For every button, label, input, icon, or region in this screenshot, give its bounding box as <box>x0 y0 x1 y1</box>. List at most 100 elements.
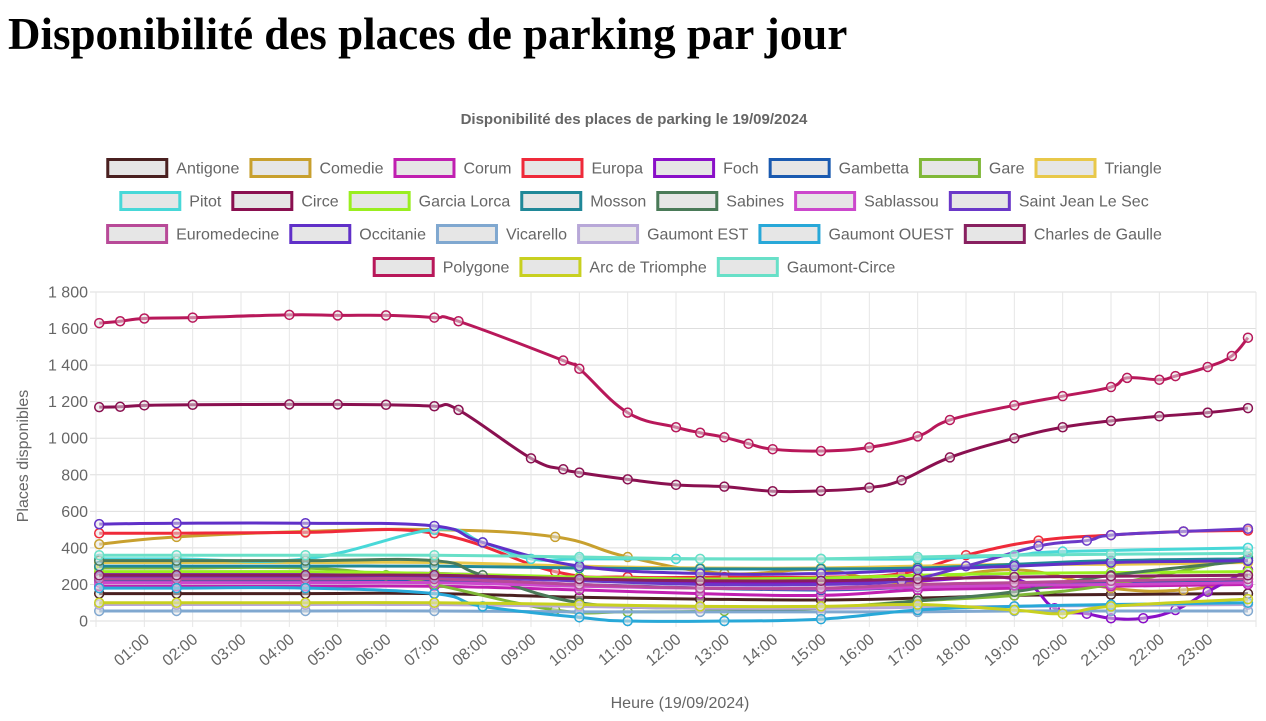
data-point[interactable] <box>171 582 182 594</box>
data-point[interactable] <box>1105 601 1117 612</box>
data-point[interactable] <box>622 474 633 485</box>
legend-item[interactable]: Gaumont OUEST <box>758 224 954 244</box>
legend-item[interactable]: Saint Jean Le Sec <box>948 191 1149 211</box>
data-point[interactable] <box>574 573 585 585</box>
legend-item[interactable]: Sablassou <box>794 191 939 211</box>
data-point[interactable] <box>93 597 105 608</box>
data-point[interactable] <box>171 570 182 581</box>
legend-item[interactable]: Polygone <box>372 257 510 277</box>
data-point[interactable] <box>864 482 875 493</box>
data-point[interactable] <box>743 438 754 449</box>
data-point[interactable] <box>815 613 827 625</box>
data-point[interactable] <box>1009 560 1020 572</box>
data-point[interactable] <box>187 399 198 411</box>
data-point[interactable] <box>694 575 706 587</box>
data-point[interactable] <box>574 560 585 572</box>
data-point[interactable] <box>171 549 182 561</box>
data-point[interactable] <box>171 597 182 608</box>
data-point[interactable] <box>694 427 706 438</box>
data-point[interactable] <box>1202 407 1213 418</box>
data-point[interactable] <box>719 615 730 627</box>
data-point[interactable] <box>574 612 585 623</box>
data-point[interactable] <box>912 573 923 585</box>
data-point[interactable] <box>1009 549 1020 561</box>
data-point[interactable] <box>525 453 537 464</box>
data-point[interactable] <box>815 445 827 457</box>
data-point[interactable] <box>300 582 311 594</box>
data-point[interactable] <box>1242 570 1254 581</box>
data-point[interactable] <box>284 399 295 410</box>
data-point[interactable] <box>429 588 440 599</box>
data-point[interactable] <box>694 601 706 612</box>
data-point[interactable] <box>622 615 633 627</box>
data-point[interactable] <box>1242 548 1254 559</box>
legend-item[interactable]: Foch <box>653 158 759 178</box>
data-point[interactable] <box>1226 350 1238 362</box>
legend-item[interactable]: Gaumont EST <box>577 224 749 244</box>
data-point[interactable] <box>1178 526 1189 537</box>
data-point[interactable] <box>719 481 730 492</box>
data-point[interactable] <box>896 475 907 486</box>
data-point[interactable] <box>171 517 182 529</box>
legend-item[interactable]: Arc de Triomphe <box>519 257 707 277</box>
legend-item[interactable]: Antigone <box>106 158 240 178</box>
data-point[interactable] <box>557 355 569 366</box>
data-point[interactable] <box>300 549 311 561</box>
data-point[interactable] <box>139 313 150 324</box>
data-point[interactable] <box>1202 361 1213 373</box>
data-point[interactable] <box>300 570 311 581</box>
legend-item[interactable]: Occitanie <box>289 224 426 244</box>
legend-item[interactable]: Europa <box>521 158 643 178</box>
data-point[interactable] <box>1009 400 1020 411</box>
data-point[interactable] <box>114 401 126 413</box>
legend-item[interactable]: Gambetta <box>768 158 909 178</box>
data-point[interactable] <box>1105 549 1117 560</box>
legend-item[interactable]: Circe <box>231 191 339 211</box>
data-point[interactable] <box>429 312 440 323</box>
data-point[interactable] <box>93 570 105 581</box>
data-point[interactable] <box>300 517 311 529</box>
data-point[interactable] <box>332 399 343 410</box>
data-point[interactable] <box>1121 372 1133 384</box>
data-point[interactable] <box>93 538 105 550</box>
data-point[interactable] <box>944 414 956 426</box>
legend-item[interactable]: Pitot <box>119 191 222 211</box>
legend-item[interactable]: Charles de Gaulle <box>963 224 1162 244</box>
legend-item[interactable]: Garcia Lorca <box>348 191 510 211</box>
data-point[interactable] <box>1242 402 1254 414</box>
data-point[interactable] <box>1105 570 1117 582</box>
data-point[interactable] <box>1009 604 1020 616</box>
data-point[interactable] <box>1170 370 1181 382</box>
data-point[interactable] <box>574 467 585 478</box>
data-point[interactable] <box>767 485 778 497</box>
data-point[interactable] <box>380 399 392 411</box>
data-point[interactable] <box>574 599 585 610</box>
legend-item[interactable]: Gare <box>918 158 1025 178</box>
legend-item[interactable]: Sabines <box>656 191 784 211</box>
data-point[interactable] <box>944 452 956 463</box>
data-point[interactable] <box>1081 535 1093 546</box>
data-point[interactable] <box>912 564 923 576</box>
data-point[interactable] <box>93 582 105 594</box>
data-point[interactable] <box>139 400 150 411</box>
data-point[interactable] <box>429 570 440 581</box>
data-point[interactable] <box>1009 571 1020 583</box>
data-point[interactable] <box>1057 422 1068 433</box>
data-point[interactable] <box>574 363 585 375</box>
data-point[interactable] <box>93 518 105 530</box>
data-point[interactable] <box>815 575 827 587</box>
data-point[interactable] <box>912 551 923 563</box>
legend-item[interactable]: Euromedecine <box>106 224 280 244</box>
data-point[interactable] <box>1105 529 1117 541</box>
data-point[interactable] <box>429 549 440 561</box>
data-point[interactable] <box>477 537 488 548</box>
data-point[interactable] <box>815 553 827 565</box>
data-point[interactable] <box>1154 374 1165 385</box>
data-point[interactable] <box>1137 613 1149 624</box>
data-point[interactable] <box>429 597 440 608</box>
data-point[interactable] <box>815 485 827 497</box>
data-point[interactable] <box>114 315 126 327</box>
data-point[interactable] <box>300 597 311 608</box>
data-point[interactable] <box>93 317 105 329</box>
data-point[interactable] <box>1105 415 1117 427</box>
